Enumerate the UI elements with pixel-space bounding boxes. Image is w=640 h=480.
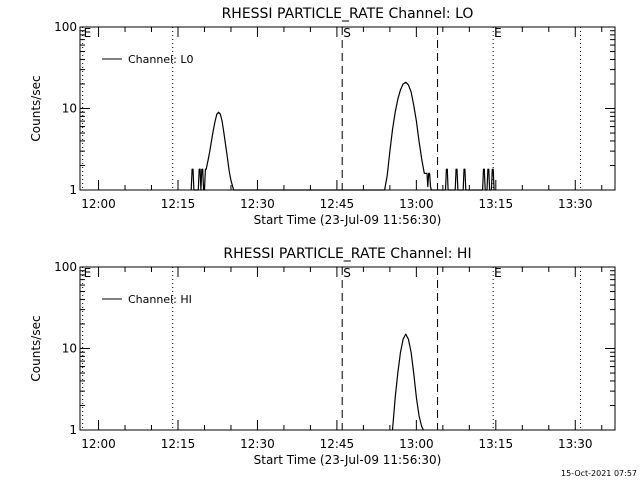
- y-tick-label: 1: [69, 183, 77, 197]
- x-tick-label: 13:15: [479, 437, 514, 451]
- series-line: [190, 81, 495, 191]
- plot-frame: [79, 26, 616, 191]
- x-axis-label: Start Time (23-Jul-09 11:56:30): [254, 453, 442, 467]
- x-tick-label: 13:30: [558, 197, 593, 211]
- marker-label: E: [84, 266, 92, 280]
- y-tick-label: 100: [54, 260, 77, 274]
- x-tick-label: 12:15: [161, 197, 196, 211]
- plot-frame: [79, 266, 616, 431]
- generated-timestamp: 15-Oct-2021 07:57: [561, 469, 637, 478]
- y-tick-label: 10: [62, 342, 77, 356]
- y-axis-label: Counts/sec: [29, 315, 43, 381]
- x-tick-label: 12:45: [320, 437, 355, 451]
- x-tick-label: 12:45: [320, 197, 355, 211]
- x-tick-label: 12:00: [81, 197, 116, 211]
- y-tick-label: 100: [54, 20, 77, 34]
- legend-label: Channel: HI: [128, 293, 192, 306]
- x-tick-label: 13:00: [399, 437, 434, 451]
- marker-label: S: [343, 26, 351, 40]
- series-line: [391, 333, 424, 431]
- x-tick-label: 12:00: [81, 437, 116, 451]
- marker-label: E: [494, 266, 502, 280]
- marker-label: E: [84, 26, 92, 40]
- panel-hi: RHESSI PARTICLE_RATE Channel: HI 1 10 100 12…: [29, 246, 616, 467]
- x-tick-label: 12:15: [161, 437, 196, 451]
- x-axis-label: Start Time (23-Jul-09 11:56:30): [254, 213, 442, 227]
- x-tick-label: 12:30: [240, 197, 275, 211]
- marker-label: S: [343, 266, 351, 280]
- y-tick-label: 1: [69, 423, 77, 437]
- legend-label: Channel: L0: [128, 53, 194, 66]
- chart-title: RHESSI PARTICLE_RATE Channel: HI: [223, 246, 471, 262]
- x-tick-label: 13:30: [558, 437, 593, 451]
- x-tick-label: 13:15: [479, 197, 514, 211]
- x-tick-label: 12:30: [240, 437, 275, 451]
- y-axis-label: Counts/sec: [29, 75, 43, 141]
- y-tick-label: 10: [62, 102, 77, 116]
- chart-title: RHESSI PARTICLE_RATE Channel: LO: [222, 6, 474, 22]
- x-tick-label: 13:00: [399, 197, 434, 211]
- marker-label: E: [494, 26, 502, 40]
- panel-lo: RHESSI PARTICLE_RATE Channel: LO 1 10 100 12…: [29, 6, 616, 227]
